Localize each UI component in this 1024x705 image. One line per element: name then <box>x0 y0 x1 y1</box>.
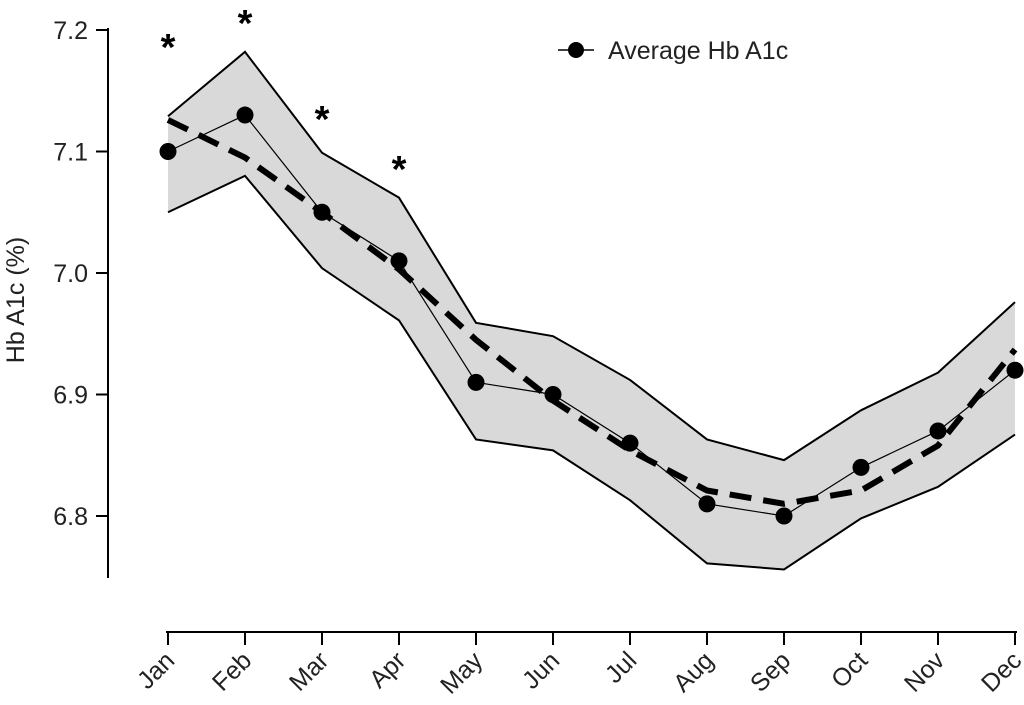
x-tick-label: Sep <box>745 646 796 697</box>
y-tick-label: 6.8 <box>53 503 88 531</box>
data-point-mar <box>313 203 331 221</box>
x-tick-label: Jun <box>517 646 565 694</box>
data-point-apr <box>390 252 408 270</box>
confidence-band <box>168 51 1015 570</box>
x-tick-label: Mar <box>284 646 334 696</box>
average-line <box>167 114 1016 517</box>
lower-bound-line <box>167 174 1016 571</box>
data-point-jul <box>621 434 639 452</box>
data-point-feb <box>236 106 254 124</box>
y-axis-label: Hb A1c (%) <box>2 237 30 363</box>
y-tick-label: 7.1 <box>53 139 88 167</box>
x-tick-label: Nov <box>899 646 951 698</box>
data-point-may <box>467 373 485 391</box>
data-point-nov <box>929 422 947 440</box>
x-tick-label: Feb <box>207 646 257 696</box>
trend-dashed-line <box>166 117 1018 507</box>
significance-marker-jan: * <box>161 27 176 69</box>
y-tick-label: 6.9 <box>53 382 88 410</box>
data-point-jan <box>159 143 177 160</box>
x-tick-label: May <box>435 646 489 700</box>
data-point-aug <box>698 495 716 513</box>
upper-bound-line <box>167 50 1016 462</box>
x-tick-label: Oct <box>826 646 873 693</box>
x-tick-label: Dec <box>976 646 1024 697</box>
data-point-dec <box>1006 361 1024 379</box>
data-point-oct <box>852 458 870 476</box>
significance-marker-mar: * <box>315 99 330 141</box>
significance-marker-apr: * <box>392 149 407 191</box>
data-point-sep <box>775 507 793 525</box>
y-tick-label: 7.2 <box>53 17 88 45</box>
x-tick-label: Apr <box>364 646 411 693</box>
x-tick-label: Jul <box>600 646 642 688</box>
x-tick-label: Aug <box>668 646 719 697</box>
significance-marker-feb: * <box>238 3 253 45</box>
legend-marker <box>568 42 584 58</box>
legend: Average Hb A1c <box>558 37 788 65</box>
legend-label: Average Hb A1c <box>608 37 788 65</box>
x-tick-label: Jan <box>132 646 180 694</box>
data-point-jun <box>544 386 562 403</box>
y-tick-label: 7.0 <box>53 260 88 288</box>
